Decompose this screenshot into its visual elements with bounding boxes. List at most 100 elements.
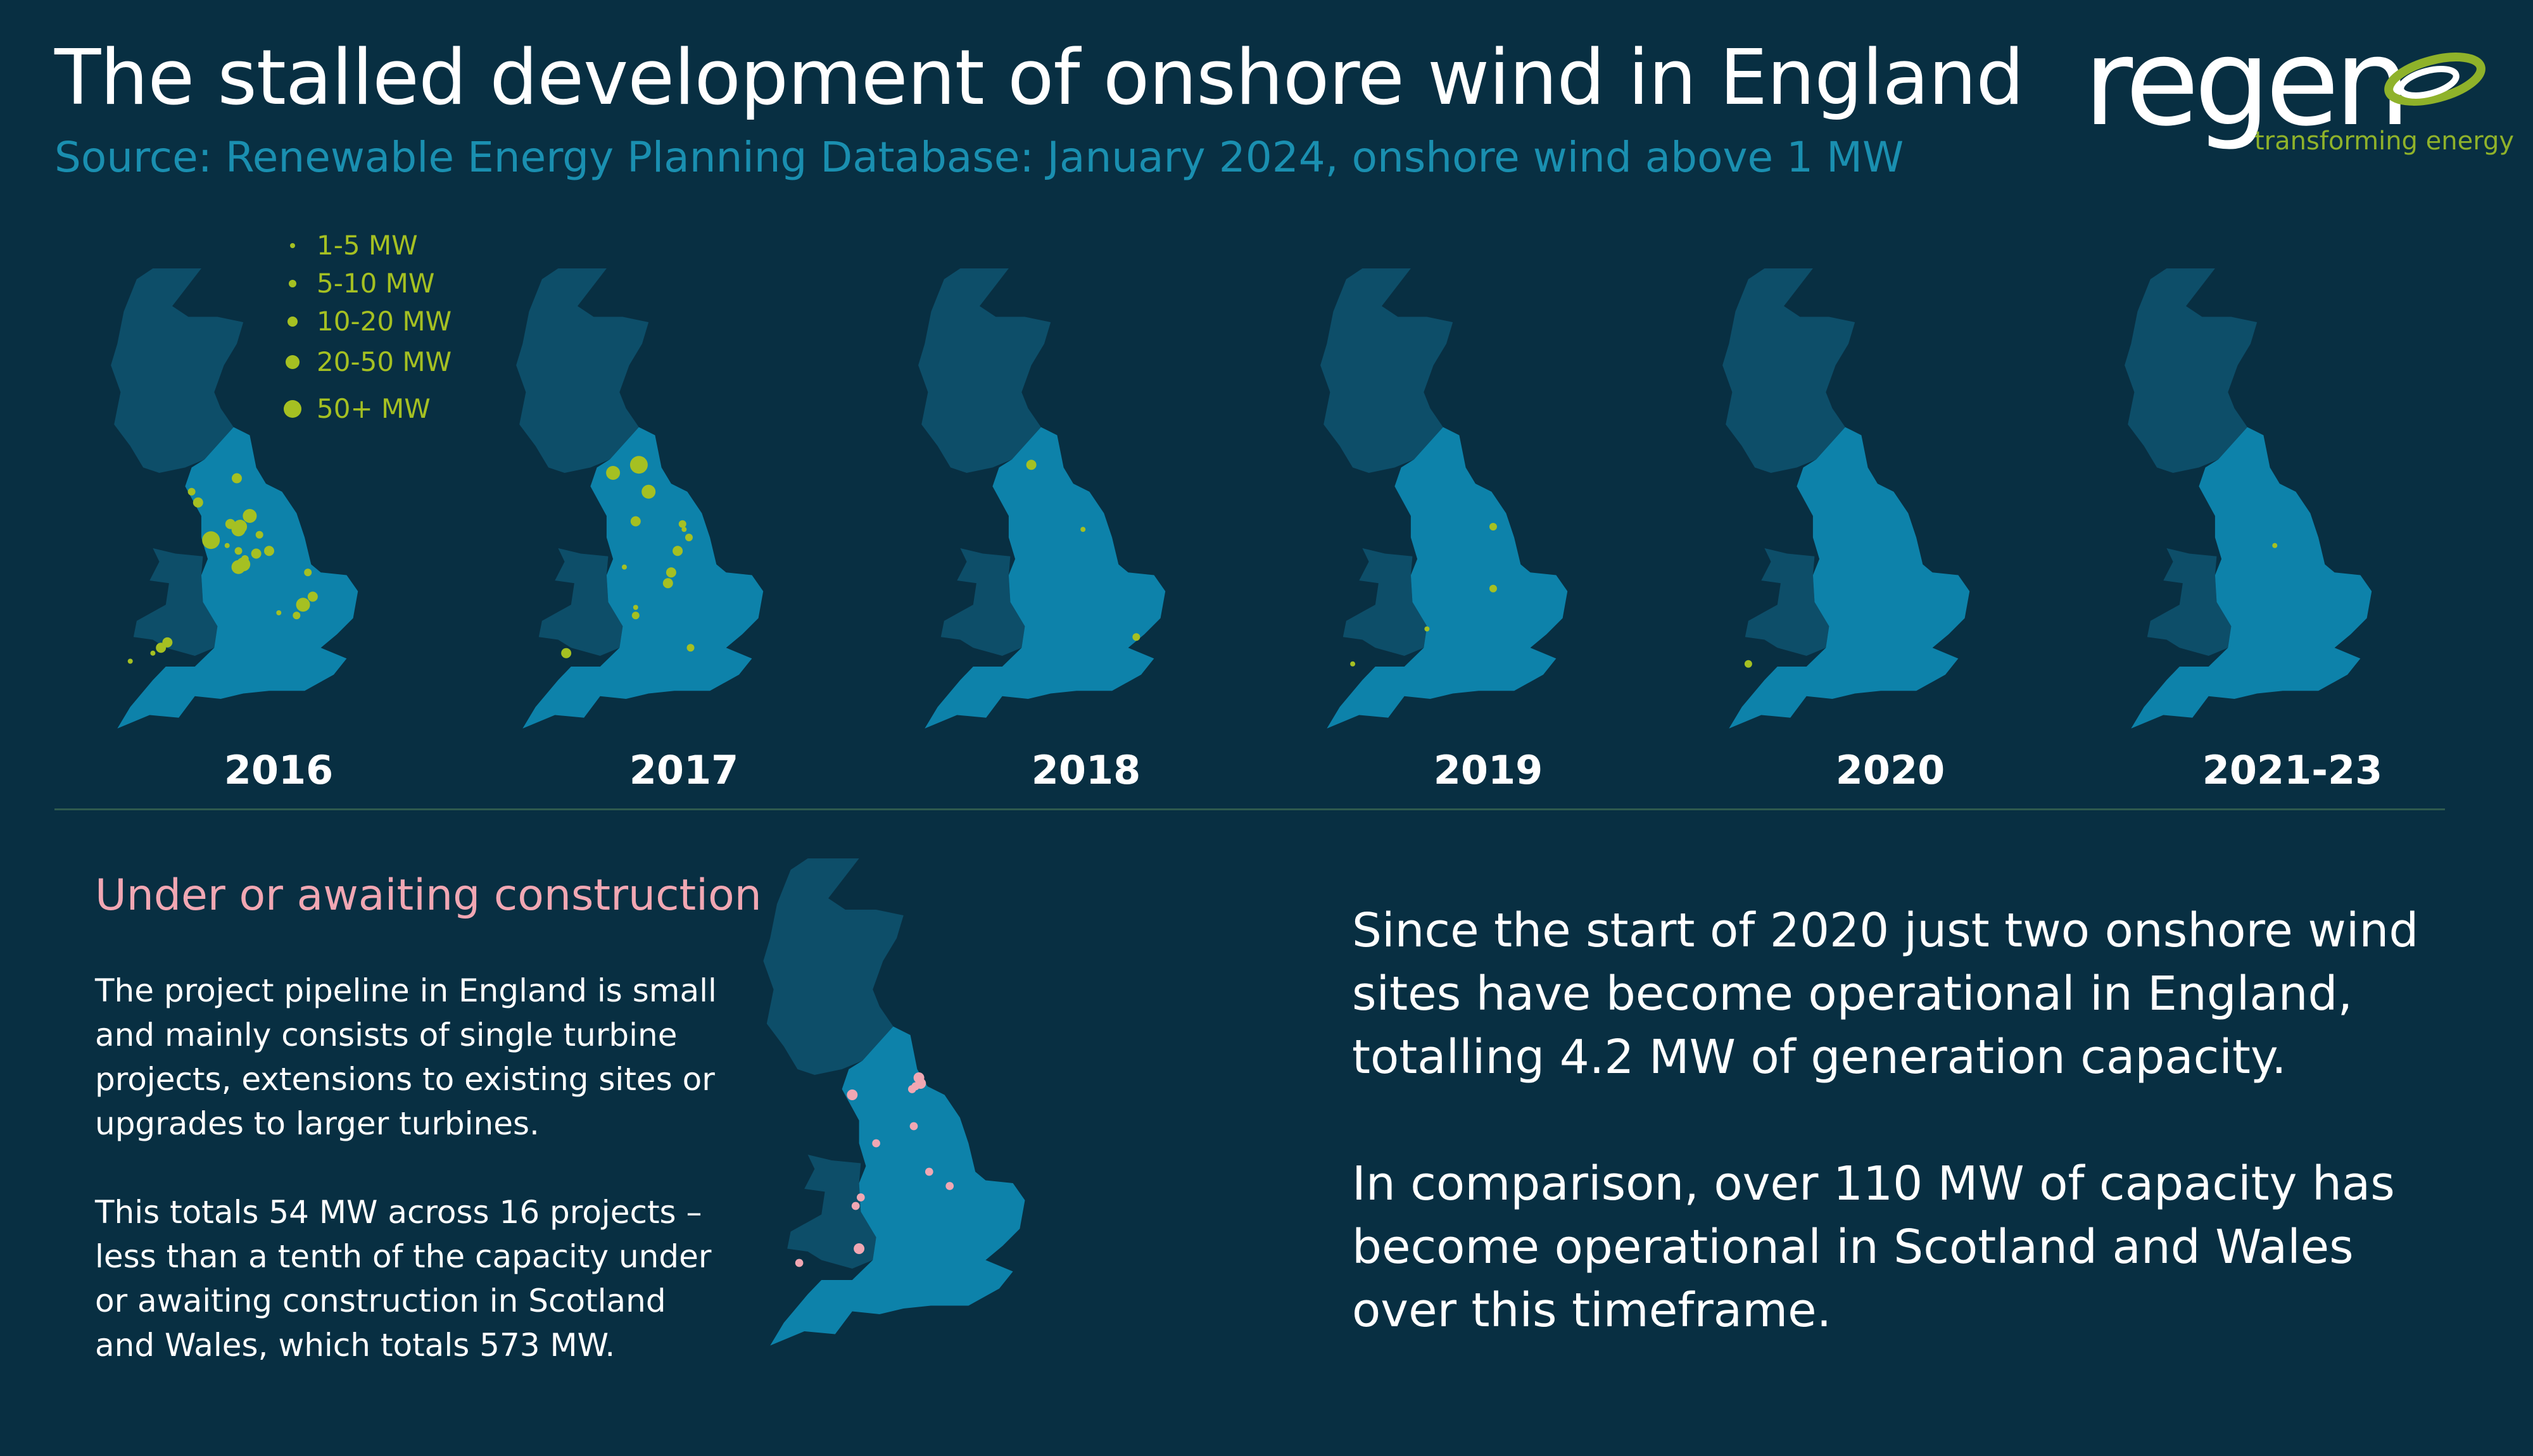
legend-label: 5-10 MW (317, 268, 435, 299)
wind-site-dot (202, 531, 220, 549)
wales-shape (2147, 548, 2232, 656)
section-divider (54, 808, 2445, 810)
gb-map-pipeline (763, 858, 1025, 1346)
wind-site-dot (251, 548, 262, 559)
wind-site-dot (224, 543, 230, 548)
wales-shape (1342, 548, 1427, 656)
legend-dot-icon (286, 355, 300, 369)
wind-site-dot (678, 520, 686, 528)
wind-site-dot (631, 612, 640, 620)
wales-shape (1745, 548, 1829, 656)
wind-site-dot (1080, 527, 1086, 532)
wind-site-dot (854, 1243, 865, 1254)
wind-site-dot (1744, 660, 1752, 668)
wind-site-dot (633, 605, 638, 610)
page-subtitle: Source: Renewable Energy Planning Databa… (54, 133, 1904, 182)
wind-site-dot (231, 522, 246, 537)
year-label: 2018 (1031, 747, 1141, 793)
wind-site-dot (872, 1139, 880, 1148)
logo-swoosh-icon (2384, 53, 2486, 106)
scotland-shape (918, 268, 1051, 473)
gb-map-2018 (918, 268, 1166, 729)
wind-site-dot (662, 578, 673, 589)
england-shape (117, 427, 358, 729)
wind-site-dot (193, 497, 203, 508)
legend-label: 1-5 MW (317, 230, 418, 261)
wales-shape (538, 548, 623, 656)
england-shape (1327, 427, 1568, 729)
wind-site-dot (606, 466, 621, 480)
wind-site-dot (276, 610, 282, 615)
wind-site-dot (847, 1089, 858, 1100)
england-shape (1729, 427, 1970, 729)
page-title: The stalled development of onshore wind … (54, 34, 2024, 122)
wind-site-dot (293, 612, 301, 620)
legend-dot-icon (289, 280, 296, 287)
legend-dot-icon (284, 400, 301, 418)
england-shape (522, 427, 764, 729)
wales-shape (940, 548, 1025, 656)
wind-site-dot (856, 1193, 865, 1202)
wind-site-dot (907, 1085, 916, 1093)
wind-site-dot (673, 546, 683, 556)
wind-site-dot (307, 591, 318, 602)
legend-label: 10-20 MW (317, 306, 452, 337)
pipeline-paragraph-1: The project pipeline in England is small… (95, 972, 717, 1142)
wind-site-dot (641, 484, 656, 499)
year-label: 2021-23 (2202, 747, 2383, 793)
wind-site-dot (231, 560, 246, 574)
scotland-shape (1320, 268, 1453, 473)
wind-site-dot (156, 643, 167, 653)
legend-label: 20-50 MW (317, 346, 452, 377)
year-label: 2019 (1433, 747, 1543, 793)
scotland-shape (763, 858, 904, 1075)
england-shape (925, 427, 1166, 729)
wind-site-dot (150, 650, 156, 656)
year-label: 2020 (1835, 747, 1945, 793)
england-shape (770, 1026, 1025, 1346)
wind-site-dot (1350, 661, 1356, 667)
wind-site-dot (909, 1122, 918, 1131)
wind-site-dot (561, 648, 572, 658)
scotland-shape (111, 268, 244, 473)
pipeline-paragraph-2: This totals 54 MW across 16 projects – l… (95, 1194, 712, 1364)
wind-site-dot (630, 516, 641, 527)
wind-site-dot (686, 644, 695, 652)
scotland-shape (2125, 268, 2258, 473)
summary-paragraph-2: In comparison, over 110 MW of capacity h… (1352, 1157, 2395, 1338)
gb-map-2020 (1722, 268, 1970, 729)
wind-site-dot (264, 546, 274, 556)
wind-site-dot (1132, 633, 1140, 641)
legend-label: 50+ MW (317, 393, 431, 424)
wind-site-dot (1489, 523, 1497, 530)
gb-map-2017 (516, 268, 764, 729)
gb-map-2021-23 (2125, 268, 2372, 729)
wind-site-dot (681, 527, 687, 532)
wind-site-dot (925, 1167, 933, 1176)
legend-dot-icon (287, 317, 298, 327)
wind-site-dot (851, 1202, 860, 1210)
wind-site-dot (1026, 460, 1037, 470)
wind-site-dot (296, 598, 310, 612)
wind-site-dot (945, 1182, 954, 1190)
wind-site-dot (685, 534, 693, 541)
regen-logo: regen transforming energy (2077, 13, 2514, 165)
wind-site-dot (232, 473, 242, 484)
scotland-shape (516, 268, 649, 473)
wind-site-dot (629, 456, 648, 474)
wind-site-dot (621, 564, 627, 570)
logo-tagline: transforming energy (2254, 127, 2515, 156)
logo-wordmark: regen (2083, 13, 2411, 153)
wind-site-dot (1489, 584, 1497, 593)
england-shape (2131, 427, 2372, 729)
wind-site-dot (187, 487, 196, 496)
wind-site-dot (127, 658, 133, 664)
scotland-shape (1722, 268, 1855, 473)
wind-site-dot (666, 567, 676, 578)
wind-site-dot (243, 509, 257, 523)
summary-paragraph-1: Since the start of 2020 just two onshore… (1352, 903, 2419, 1084)
gb-map-2019 (1320, 268, 1568, 729)
gb-map-2016 (111, 268, 358, 729)
wind-site-dot (255, 530, 263, 539)
wind-site-dot (304, 568, 312, 577)
